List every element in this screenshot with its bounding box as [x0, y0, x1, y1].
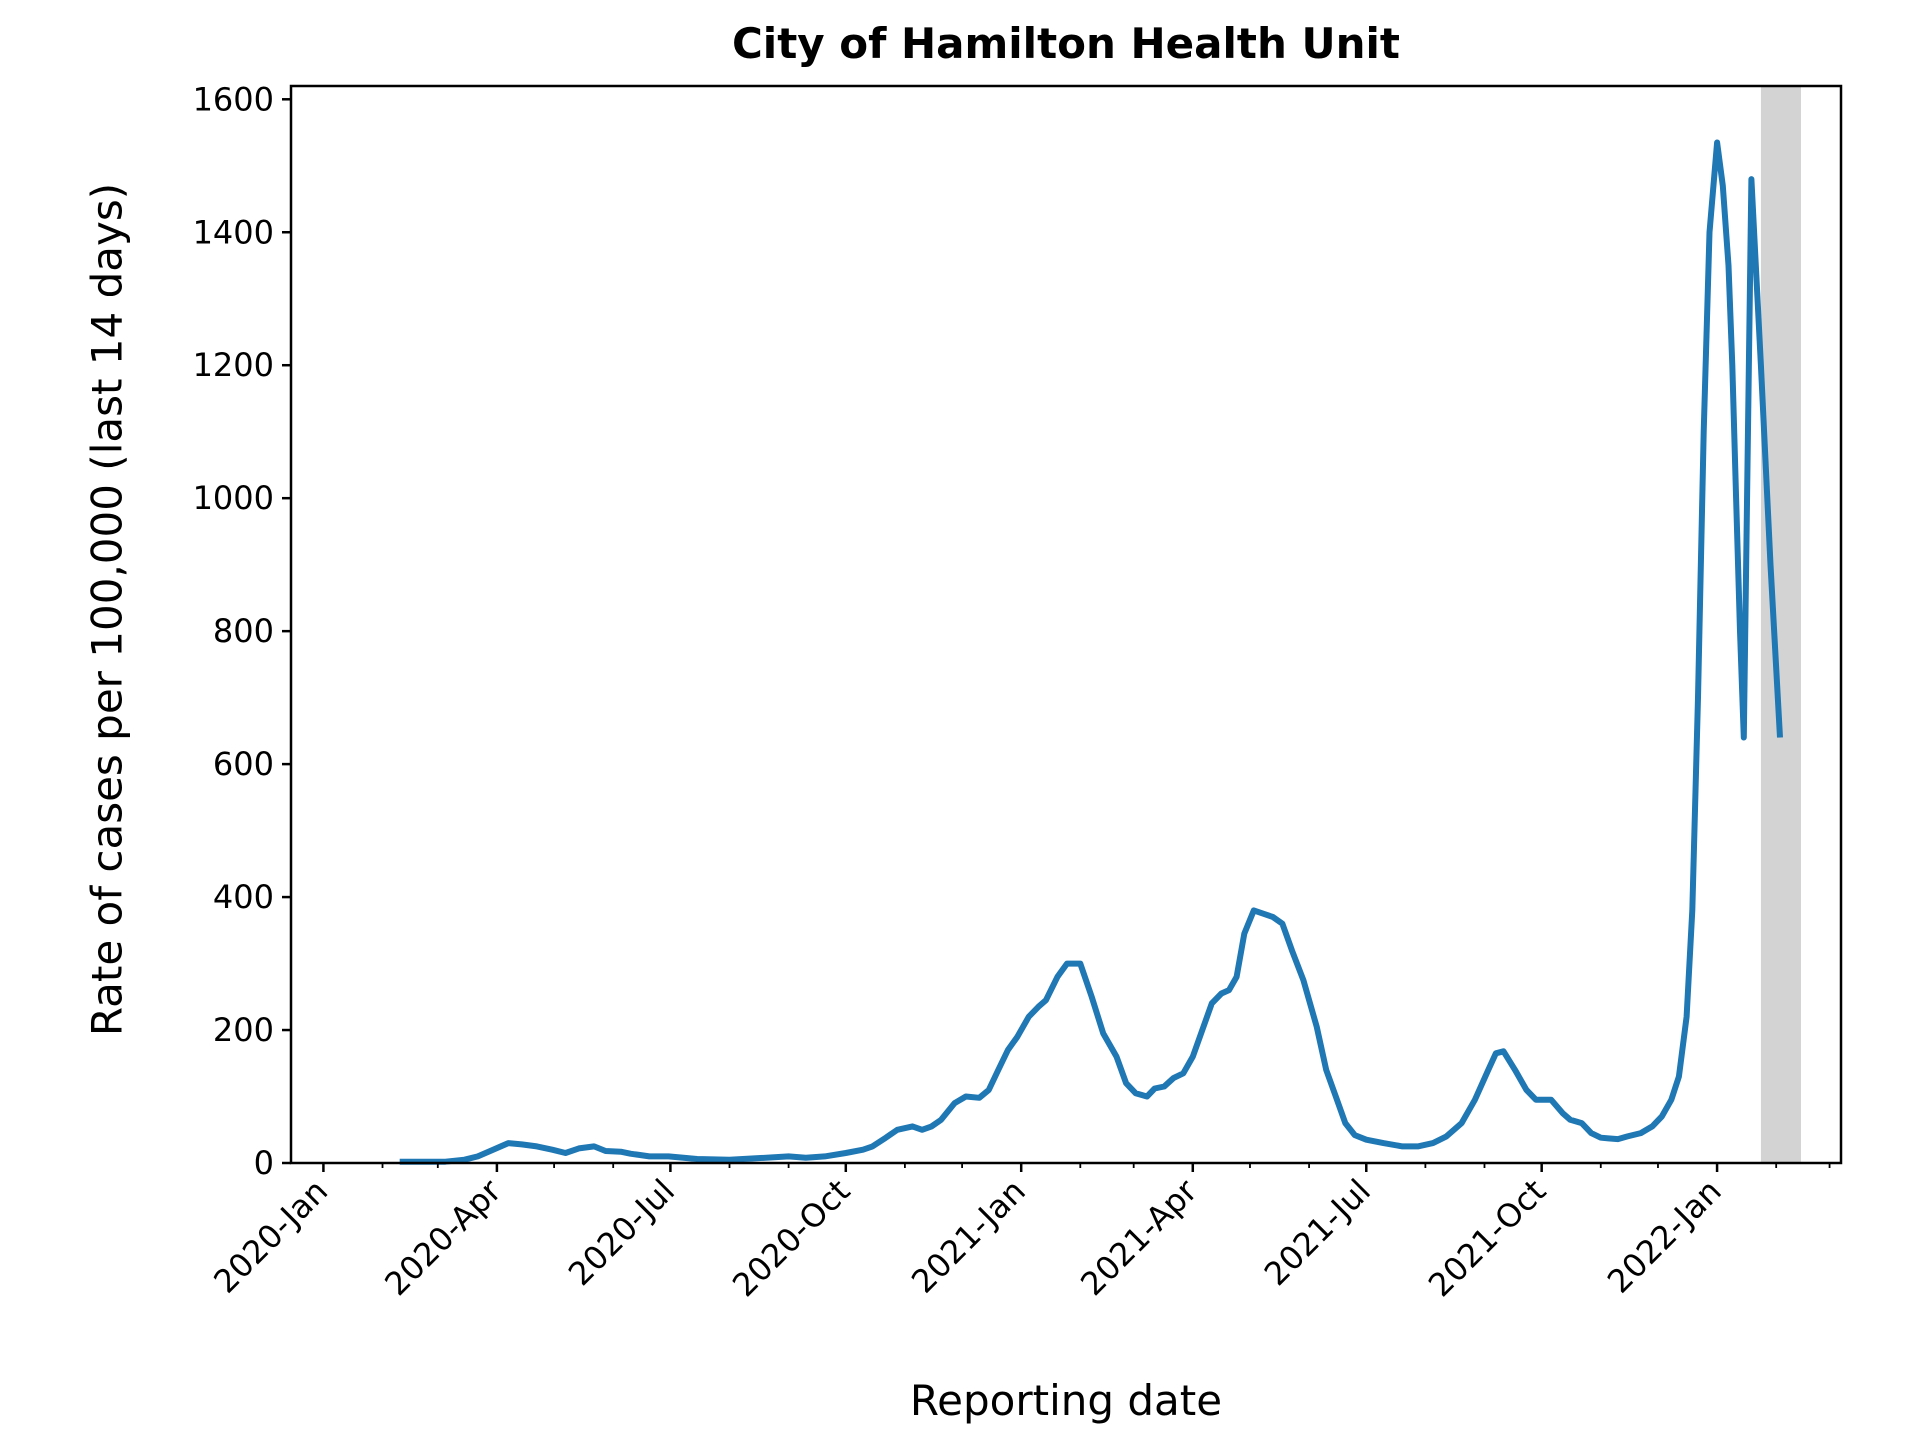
series-layer [399, 139, 1783, 1165]
y-tick-label: 200 [213, 1011, 274, 1049]
y-tick-label: 1000 [193, 479, 274, 517]
chart-title: City of Hamilton Health Unit [732, 19, 1400, 68]
y-tick-label: 1200 [193, 346, 274, 384]
y-tick-label: 1400 [193, 213, 274, 251]
y-tick-label: 400 [213, 878, 274, 916]
y-tick-label: 600 [213, 745, 274, 783]
y-tick-label: 800 [213, 612, 274, 650]
y-axis-label: Rate of cases per 100,000 (last 14 days) [83, 183, 132, 1036]
x-axis-label: Reporting date [910, 1376, 1222, 1425]
y-tick-label: 0 [254, 1144, 274, 1182]
series-line [399, 139, 1783, 1165]
y-tick-label: 1600 [193, 80, 274, 118]
plot-frame [289, 84, 1843, 1165]
shaded-region-layer [1760, 86, 1801, 1163]
shaded-region [1760, 86, 1801, 1163]
